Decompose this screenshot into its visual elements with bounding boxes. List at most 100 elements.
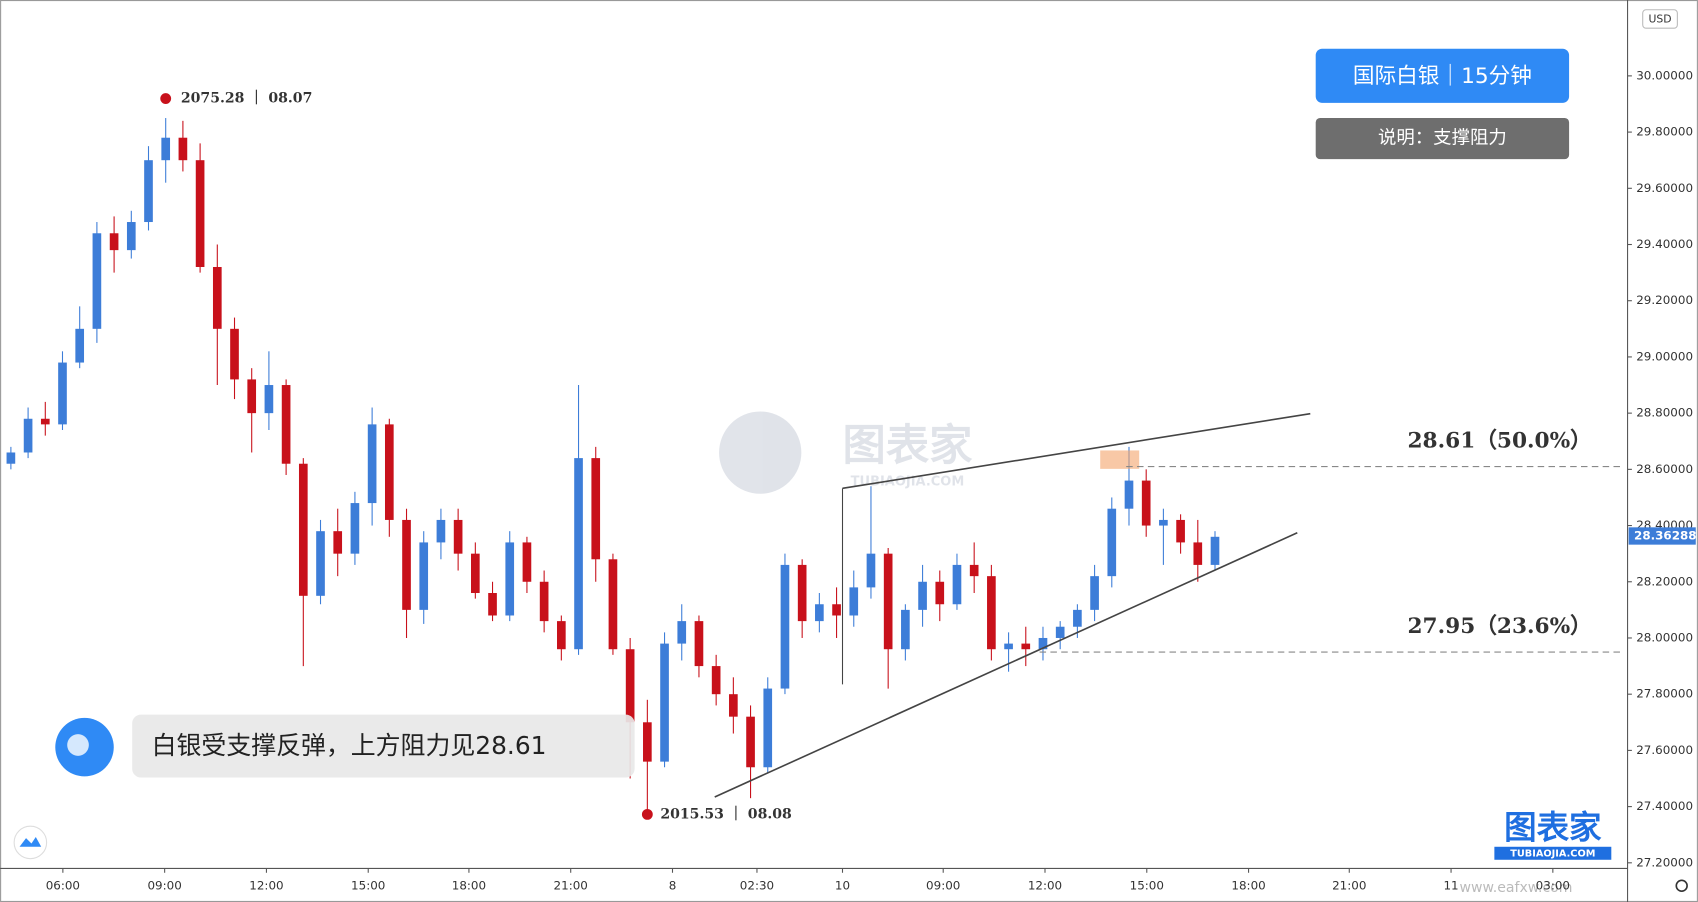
x-tick-label: 11 [1443,878,1458,892]
candle-body [1210,536,1220,565]
candle-body [1141,480,1151,526]
candle-body [660,643,669,762]
candle-body [797,564,807,622]
last-price-label: 28.36288 [1634,528,1697,542]
y-tick-label: 29.20000 [1636,293,1693,307]
y-tick-label: 27.80000 [1636,687,1693,701]
candle-body [333,531,343,554]
chart-subtitle: 说明：支撑阻力 [1378,128,1507,149]
candle-body [212,266,222,329]
candle-body [1193,542,1203,565]
x-tick-label: 12:00 [1028,878,1062,892]
lower-trendline [714,532,1298,798]
caption-box [132,714,635,778]
watermark-text: 图表家 [843,421,974,471]
candle-body [75,328,85,363]
x-tick-label: 09:00 [926,878,960,892]
candle-body [574,458,583,650]
x-tick-label: 18:00 [1231,878,1265,892]
candle-body [1004,643,1013,650]
candle-body [384,424,394,520]
y-tick-label: 27.20000 [1636,855,1693,869]
candle-body [1038,637,1048,650]
candle-body [23,418,33,453]
currency: USD [1648,12,1671,25]
candle-body [126,222,136,251]
high-marker: 2075.28 ｜ 08.07 [181,90,313,107]
title-badge [1315,48,1570,103]
candle-body [505,542,515,616]
candle-body [178,137,188,161]
candle-body [952,564,962,605]
resistance-highlight [1100,450,1140,469]
x-tick-label: 21:00 [554,878,588,892]
candle-body [918,581,927,610]
x-tick-label: 06:00 [46,878,80,892]
x-tick-label: 10 [835,878,850,892]
plot [6,118,1220,813]
y-tick-label: 28.20000 [1636,574,1693,588]
candle-body [6,452,16,464]
candle-body [161,137,171,161]
x-tick-label: 03:00 [1536,878,1570,892]
candle-body [1021,643,1031,650]
settings-icon[interactable] [1675,879,1688,892]
y-tick-label: 29.40000 [1636,237,1693,251]
candle-body [350,503,360,554]
candle-body [780,564,790,689]
candle-body [195,160,205,267]
candle-body [144,160,153,223]
high-dot [160,93,172,104]
logo-text: 图表家 [1504,808,1602,846]
candle-body [677,621,687,644]
y-tick-label: 27.60000 [1636,743,1693,757]
logo-bar [1494,846,1612,860]
candle-body [849,587,859,616]
candle-body [883,553,893,650]
candle-body [591,458,601,560]
candle-body [1073,609,1082,627]
low-marker: 2015.53 ｜ 08.08 [660,805,792,822]
candle-body [40,418,50,425]
candle-body [298,463,308,596]
candle-body [522,542,532,582]
x-tick-label: 21:00 [1332,878,1366,892]
candle-body [746,716,755,768]
y-tick-label: 27.40000 [1636,799,1693,813]
candle-body [935,581,945,605]
x-tick-label: 18:00 [452,878,486,892]
candle-body [402,519,411,610]
candle-body [109,233,119,251]
candle-body [1090,576,1099,610]
candle-body [625,649,635,723]
logo-sub: TUBIAOJIA.COM [1510,848,1595,859]
candle-body [694,621,704,667]
candle-body [729,694,738,717]
upper-trendline [842,412,1311,490]
x-tick-label: 15:00 [1130,878,1164,892]
watermark-sub: TUBIAOJIA.COM [851,474,965,489]
candle-body [1055,626,1065,638]
x-tick-label: 12:00 [249,878,283,892]
candle-body [1176,519,1185,543]
source: www.eafxw.com [1460,880,1573,896]
candle-body [643,722,652,762]
level-label: 28.61（50.0%） [1407,429,1591,454]
candle-body [419,542,429,610]
candle-body [281,385,291,464]
candle-body [488,593,497,616]
candle-body [815,604,824,622]
candle-body [470,553,480,594]
candle-body [969,564,979,577]
x-tick-label: 15:00 [351,878,385,892]
caption-icon-detail [67,734,89,756]
x-tick-label: 09:00 [147,878,181,892]
app-icon-glyph [19,837,42,847]
candle-body [866,553,876,588]
candle-body [608,559,618,650]
y-tick-label: 29.80000 [1636,125,1693,139]
y-tick-label: 28.60000 [1636,462,1693,476]
candle-body [711,666,721,695]
currency-box [1642,9,1678,29]
